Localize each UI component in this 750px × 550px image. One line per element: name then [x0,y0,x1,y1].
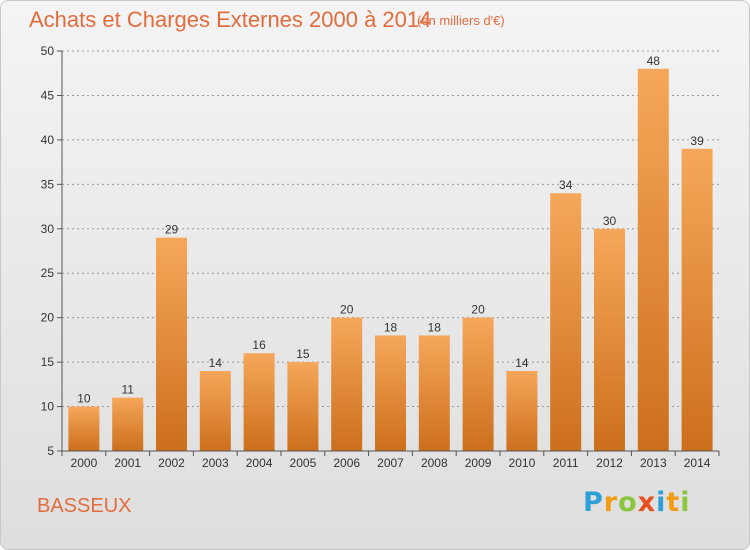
bar [287,362,319,451]
data-label: 20 [471,303,485,317]
x-tick-label: 2005 [290,456,317,470]
data-label: 34 [559,178,573,192]
bar [375,335,406,451]
x-tick-label: 2003 [202,456,229,470]
logo-letter: i [680,487,691,518]
data-label: 18 [384,320,398,334]
data-label: 48 [647,54,661,68]
bars [68,68,713,452]
chart-subtitle: (en milliers d'€) [417,13,505,28]
y-tick-label: 10 [41,400,55,414]
x-tick-label: 2013 [640,456,667,470]
logo-letter: x [637,487,657,518]
x-tick-label: 2001 [114,456,141,470]
x-tick-label: 2008 [421,456,448,470]
bar [199,371,231,451]
bar [681,148,713,451]
x-tick-label: 2009 [465,456,492,470]
logo-letter: P [583,487,604,518]
logo-letter: r [603,487,619,518]
y-tick-label: 45 [41,88,55,102]
bar [462,317,494,451]
data-label: 15 [296,347,310,361]
y-tick-label: 40 [41,133,55,147]
proxiti-logo: Proxiti [583,487,691,518]
commune-name: BASSEUX [37,495,132,517]
x-tick-label: 2006 [333,456,360,470]
y-tick-label: 35 [41,177,55,191]
y-tick-label: 50 [41,44,55,58]
bar [637,68,669,452]
y-tick-label: 20 [41,311,55,325]
x-tick-label: 2014 [684,456,711,470]
x-tick-label: 2011 [553,456,579,470]
logo-letter: i [656,487,667,518]
y-tick-label: 30 [41,222,55,236]
bar [506,371,538,451]
data-label: 30 [603,214,617,228]
chart-title: Achats et Charges Externes 2000 à 2014 [29,7,432,32]
logo-letter: o [618,487,638,518]
data-label: 14 [515,356,529,370]
data-label: 20 [340,303,354,317]
x-tick-label: 2007 [377,456,404,470]
x-tick-label: 2010 [509,456,536,470]
y-tick-label: 5 [47,444,54,458]
data-label: 11 [121,383,134,397]
bar [156,237,187,451]
x-tick-label: 2004 [246,456,273,470]
data-label: 10 [77,392,91,406]
labels: 5 10 15 20 25 30 35 40 45 50 2000 10 2001 11 2002 29 200… [41,44,711,470]
bar [68,406,100,451]
axes [57,50,720,456]
logo-letter: t [666,487,681,518]
data-label: 39 [690,134,704,148]
data-label: 16 [252,338,266,352]
bar [331,317,363,451]
x-tick-label: 2000 [71,456,98,470]
x-tick-label: 2012 [596,456,623,470]
data-label: 18 [428,320,442,334]
bar [550,193,582,451]
y-tick-label: 15 [41,355,55,369]
y-tick-label: 25 [41,266,55,280]
bar [112,397,144,451]
bar [418,335,450,451]
data-label: 14 [209,356,223,370]
bar [243,353,275,451]
bar [594,228,625,451]
data-label: 29 [165,223,179,237]
x-tick-label: 2002 [158,456,185,470]
